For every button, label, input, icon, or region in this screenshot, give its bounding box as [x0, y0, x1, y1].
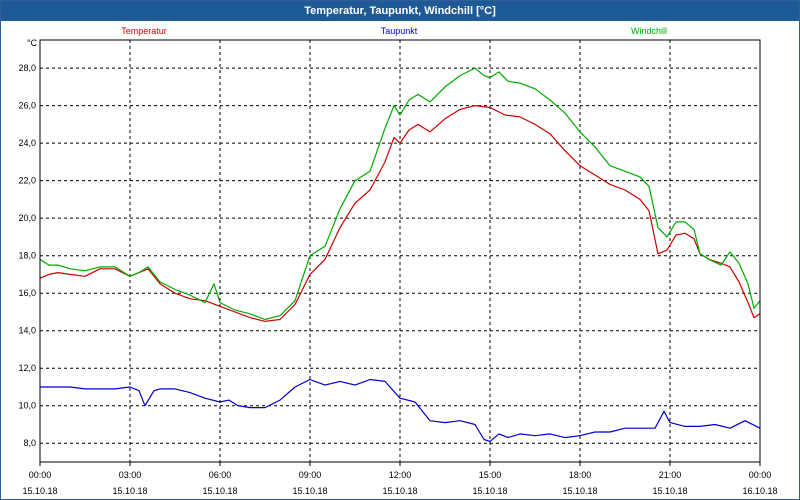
y-tick-label: 8,0 — [23, 438, 36, 448]
y-tick-label: 26,0 — [18, 101, 36, 111]
window-title: Temperatur, Taupunkt, Windchill [°C] — [1, 1, 799, 21]
x-tick-time: 21:00 — [659, 470, 682, 480]
grid — [39, 40, 761, 466]
series-line-windchill — [39, 67, 761, 321]
y-tick-label: 14,0 — [18, 326, 36, 336]
x-tick-time: 06:00 — [209, 470, 232, 480]
y-tick-label: 12,0 — [18, 363, 36, 373]
series-lines — [39, 67, 761, 442]
x-tick-labels: 00:00 15.10.18 03:00 15.10.18 06:00 15.10.18 0… — [22, 470, 777, 496]
plot-area-frame — [39, 39, 761, 463]
x-tick-date: 16.10.18 — [742, 486, 777, 496]
line-chart: Temperatur Taupunkt Windchill °C 8,0 10,0 12… — [18, 26, 777, 496]
legend-windchill: Windchill — [631, 26, 667, 36]
x-tick-date: 15.10.18 — [652, 486, 687, 496]
x-tick-time: 00:00 — [749, 470, 772, 480]
series-line-temperatur — [39, 104, 761, 322]
x-tick-date: 15.10.18 — [112, 486, 147, 496]
x-tick-date: 15.10.18 — [202, 486, 237, 496]
y-tick-label: 22,0 — [18, 176, 36, 186]
y-tick-label: 18,0 — [18, 251, 36, 261]
x-tick-date: 15.10.18 — [472, 486, 507, 496]
y-tick-label: 10,0 — [18, 401, 36, 411]
x-tick-date: 15.10.18 — [22, 486, 57, 496]
x-tick-date: 15.10.18 — [292, 486, 327, 496]
x-tick-time: 12:00 — [389, 470, 412, 480]
x-tick-time: 03:00 — [119, 470, 142, 480]
legend-temperatur: Temperatur — [121, 26, 167, 36]
series-line-taupunkt — [40, 378, 761, 442]
legend-taupunkt: Taupunkt — [381, 26, 418, 36]
x-tick-time: 09:00 — [299, 470, 322, 480]
x-tick-time: 15:00 — [479, 470, 502, 480]
y-tick-label: 28,0 — [18, 63, 36, 73]
x-tick-date: 15.10.18 — [382, 486, 417, 496]
x-tick-date: 15.10.18 — [562, 486, 597, 496]
y-axis-label: °C — [27, 38, 38, 48]
y-tick-label: 24,0 — [18, 138, 36, 148]
x-tick-time: 18:00 — [569, 470, 592, 480]
y-tick-label: 16,0 — [18, 288, 36, 298]
y-tick-label: 20,0 — [18, 213, 36, 223]
y-tick-labels: 8,0 10,0 12,0 14,0 16,0 18,0 20,0 22,0 24,0 26,0 2… — [18, 63, 36, 448]
legend: Temperatur Taupunkt Windchill — [121, 26, 667, 36]
x-tick-time: 00:00 — [29, 470, 52, 480]
